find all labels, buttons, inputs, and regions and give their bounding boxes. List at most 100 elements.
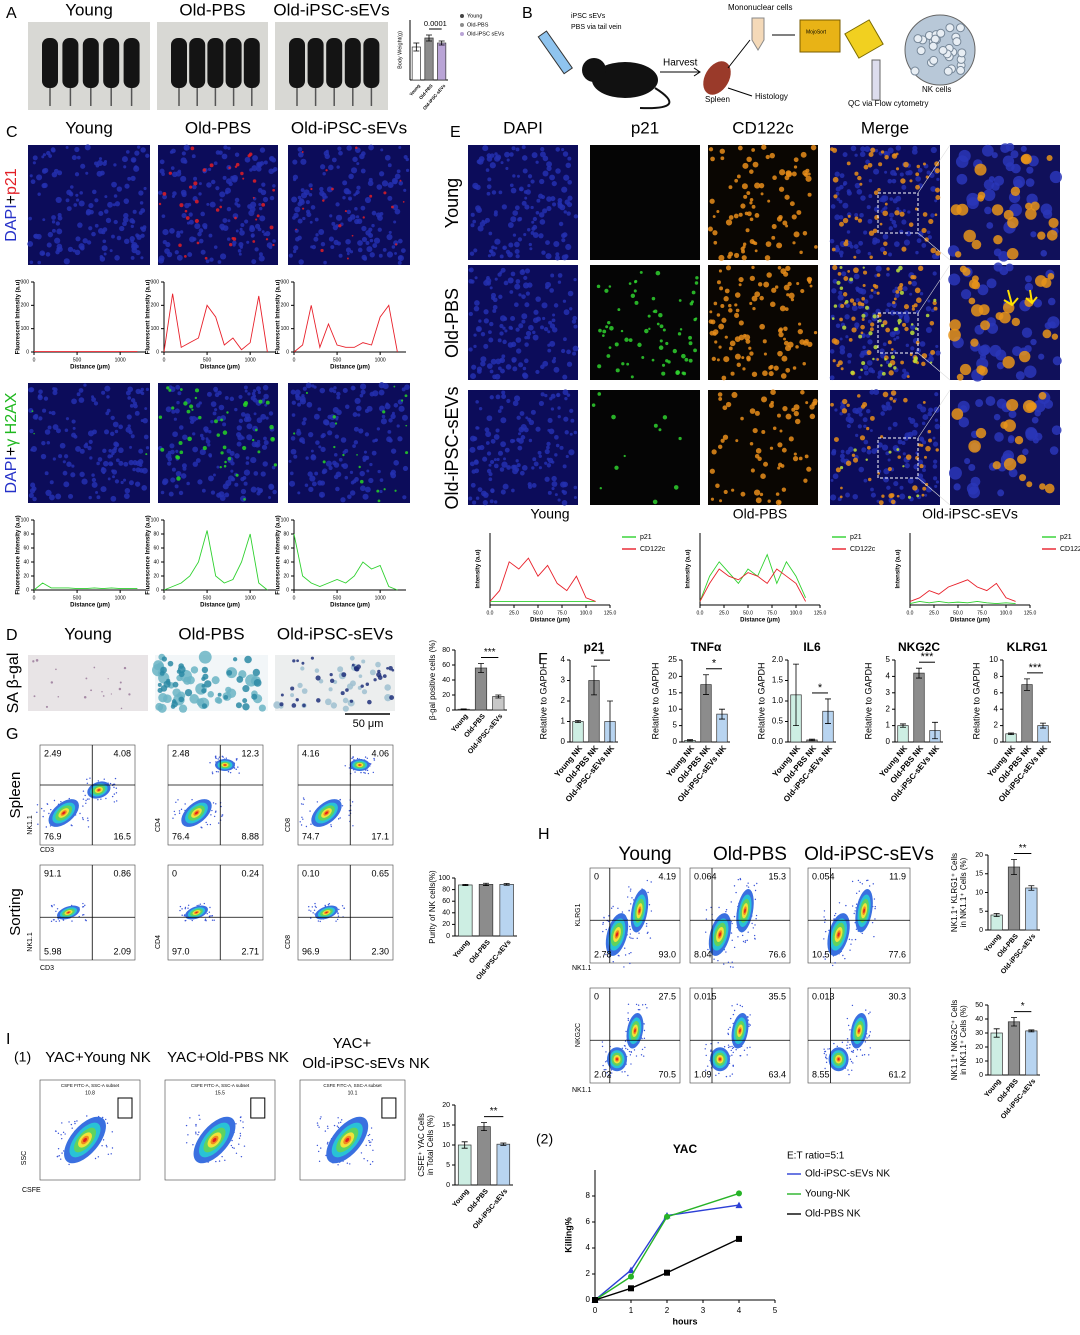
y-tick-label: 40 [23, 559, 29, 565]
cell [308, 192, 313, 197]
y-tick-label: 100 [151, 517, 160, 523]
cell [550, 196, 556, 202]
event [179, 909, 181, 912]
cell [880, 435, 884, 439]
cell [310, 187, 313, 191]
cell [1041, 277, 1052, 289]
cell [78, 397, 85, 403]
diagram-label: Histology [755, 92, 788, 101]
cell [359, 383, 367, 390]
quadrant-value: 4.08 [113, 748, 131, 758]
event [643, 1029, 646, 1032]
series-line [594, 1204, 740, 1301]
event [626, 896, 629, 898]
event [371, 1161, 374, 1163]
cell [857, 218, 863, 223]
cell [752, 427, 758, 434]
cell [65, 198, 70, 203]
event [729, 1046, 731, 1048]
cell [933, 306, 938, 311]
quadrant-value: 8.55 [812, 1069, 830, 1079]
x-tick-label: 1000 [115, 357, 126, 363]
event [239, 1120, 242, 1122]
cell [751, 204, 756, 209]
quadrant-value: 2.09 [113, 946, 131, 956]
cell [978, 345, 989, 357]
mouse [42, 38, 58, 88]
cell [214, 389, 218, 393]
bar [990, 914, 1003, 931]
cell [514, 283, 521, 290]
quadrant-value: 77.6 [888, 949, 906, 959]
cell [396, 424, 400, 428]
cell [852, 302, 857, 306]
chart-title: Old-PBS [733, 506, 787, 522]
cell [997, 489, 1005, 497]
cell [1037, 231, 1046, 240]
cell [840, 449, 845, 454]
cell [218, 404, 225, 411]
cell [800, 390, 805, 395]
cell [868, 230, 875, 236]
quadrant-value: 97.0 [172, 946, 190, 956]
y-tick-label: 15 [442, 1122, 450, 1129]
cell [260, 471, 266, 477]
cell [227, 475, 235, 482]
quadrant-value: 0.65 [371, 868, 389, 878]
event [110, 1153, 112, 1155]
cell [518, 216, 523, 221]
cell [510, 315, 516, 322]
cell [774, 285, 779, 289]
cell [157, 682, 162, 687]
event [60, 1134, 62, 1136]
cell [302, 216, 306, 221]
cell [837, 294, 844, 301]
cell [518, 426, 525, 433]
cell [919, 292, 924, 296]
cell [123, 666, 127, 670]
cell [280, 693, 284, 697]
cell [903, 435, 909, 441]
cell [934, 168, 940, 174]
cell [714, 340, 718, 344]
tube [751, 17, 765, 51]
cell [234, 197, 240, 203]
cell [116, 235, 122, 241]
cell [785, 413, 792, 420]
y-axis-label: in NK1.1⁺ Cells (%) [959, 1005, 968, 1075]
cell [522, 282, 530, 289]
cell [659, 324, 664, 329]
cell [45, 705, 49, 709]
cell [388, 438, 393, 443]
cell [873, 168, 880, 175]
cell [688, 335, 692, 340]
cell [781, 487, 787, 492]
chart-title: YAC [673, 1142, 698, 1156]
cell [340, 691, 345, 696]
event [302, 803, 304, 806]
cell [712, 230, 718, 236]
cell [224, 395, 229, 400]
event [623, 966, 625, 968]
cell [977, 284, 989, 296]
cell [829, 349, 835, 354]
cell [306, 401, 313, 408]
event [731, 1005, 733, 1007]
cell [101, 691, 103, 693]
cell [518, 323, 524, 329]
cell [313, 413, 320, 420]
cell [778, 331, 784, 338]
cell [474, 468, 480, 474]
cell [167, 660, 174, 667]
cell [765, 154, 770, 160]
cell [746, 211, 752, 217]
cell [518, 432, 522, 436]
cell [984, 206, 992, 215]
cell [318, 229, 325, 235]
cell [344, 475, 349, 480]
cell [964, 458, 971, 465]
event [195, 1133, 197, 1135]
cell [779, 429, 783, 433]
cell [317, 407, 322, 412]
cell [258, 399, 263, 404]
